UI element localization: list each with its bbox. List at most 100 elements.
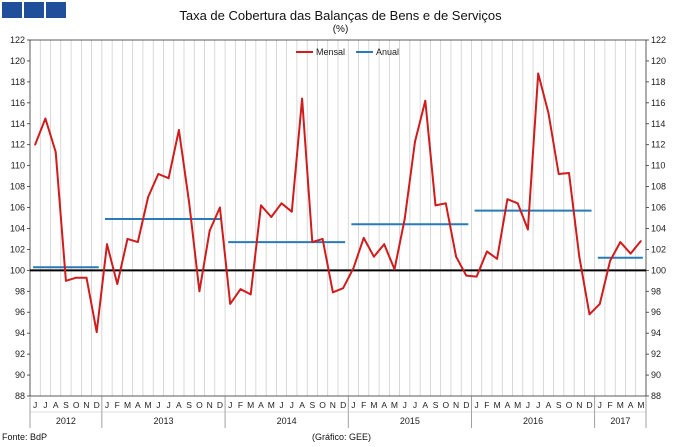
month-label: D [463, 400, 469, 410]
mensal-point [485, 250, 488, 253]
month-label: M [370, 400, 377, 410]
y-tick-label-left: 120 [10, 56, 25, 66]
mensal-point [280, 202, 283, 205]
mensal-point [85, 276, 88, 279]
mensal-point [444, 202, 447, 205]
y-tick-label-right: 114 [651, 119, 665, 129]
mensal-point [393, 268, 396, 271]
mensal-point [95, 331, 98, 334]
month-label: O [196, 400, 203, 410]
mensal-point [147, 196, 149, 198]
y-tick-label-left: 98 [15, 286, 25, 296]
mensal-point [177, 129, 180, 131]
y-tick-label-left: 104 [10, 223, 25, 233]
chart-title: Taxa de Cobertura das Balanças de Bens e… [179, 8, 502, 23]
y-tick-label-left: 100 [10, 265, 25, 275]
mensal-point [270, 216, 273, 218]
month-label: A [258, 400, 264, 410]
mensal-series-line [34, 72, 642, 334]
mensal-point [126, 238, 129, 240]
month-label: O [442, 400, 449, 410]
month-label: F [484, 400, 489, 410]
mensal-point [619, 241, 622, 243]
mensal-point [321, 238, 324, 240]
month-label: O [73, 400, 80, 410]
y-tick-label-right: 110 [651, 161, 665, 171]
mensal-point [116, 283, 119, 285]
mensal-point [465, 274, 468, 277]
month-label: M [268, 400, 275, 410]
month-label: A [135, 400, 141, 410]
mensal-point [208, 229, 211, 232]
year-label: 2016 [523, 416, 543, 426]
month-label: N [207, 400, 213, 410]
month-label: N [453, 400, 459, 410]
mensal-point [290, 210, 293, 213]
month-label: A [628, 400, 634, 410]
mensal-point [527, 228, 529, 231]
mensal-point [434, 204, 437, 207]
mensal-point [414, 140, 416, 143]
y-tick-label-left: 108 [10, 182, 25, 192]
y-tick-label-left: 88 [15, 391, 25, 401]
y-tick-label-right: 118 [651, 77, 665, 87]
mensal-point [557, 173, 560, 175]
mensal-point [342, 287, 345, 290]
month-label: J [403, 400, 407, 410]
y-tick-label-left: 102 [10, 244, 25, 254]
month-label: S [63, 400, 69, 410]
month-label: M [145, 400, 152, 410]
mensal-point [198, 290, 201, 293]
year-label: 2012 [56, 416, 76, 426]
mensal-point [373, 255, 375, 258]
credit-note: (Gráfico: GEE) [312, 432, 372, 442]
month-label: M [514, 400, 521, 410]
month-label: J [474, 400, 478, 410]
month-label: M [247, 400, 254, 410]
month-label: J [598, 400, 602, 410]
y-tick-label-left: 110 [11, 161, 25, 171]
y-tick-label-left: 106 [10, 203, 25, 213]
mensal-point [75, 276, 78, 279]
year-label: 2013 [153, 416, 173, 426]
mensal-point [506, 198, 509, 201]
y-tick-label-left: 90 [15, 370, 25, 380]
month-label: S [309, 400, 315, 410]
y-tick-label-left: 122 [10, 35, 25, 45]
month-label: F [607, 400, 612, 410]
y-tick-label-right: 106 [651, 203, 666, 213]
month-label: D [340, 400, 346, 410]
mensal-point [136, 241, 139, 243]
month-label: O [566, 400, 573, 410]
month-label: M [494, 400, 501, 410]
month-label: S [186, 400, 192, 410]
y-tick-label-right: 92 [651, 349, 661, 359]
mensal-point [516, 202, 519, 205]
month-label: J [526, 400, 530, 410]
y-tick-label-left: 112 [11, 140, 25, 150]
y-tick-label-right: 108 [651, 182, 666, 192]
y-tick-label-right: 120 [651, 56, 666, 66]
mensal-point [598, 302, 601, 305]
source-note: Fonte: BdP [2, 432, 48, 442]
month-label: J [105, 400, 109, 410]
mensal-point [609, 260, 611, 262]
month-label: J [33, 400, 37, 410]
brand-square [2, 2, 22, 18]
mensal-point [568, 172, 570, 174]
y-tick-label-right: 98 [651, 286, 661, 296]
legend-anual-label: Anual [376, 47, 399, 57]
month-label: J [166, 400, 170, 410]
month-label: A [546, 400, 552, 410]
mensal-point [239, 288, 242, 291]
brand-square [24, 2, 44, 18]
legend-mensal-label: Mensal [316, 47, 345, 57]
month-label: J [290, 400, 294, 410]
month-label: S [556, 400, 562, 410]
mensal-point [65, 279, 67, 282]
month-label: J [43, 400, 47, 410]
year-label: 2017 [610, 416, 630, 426]
y-tick-label-right: 100 [651, 265, 666, 275]
y-tick-label-right: 96 [651, 307, 661, 317]
month-label: A [53, 400, 59, 410]
